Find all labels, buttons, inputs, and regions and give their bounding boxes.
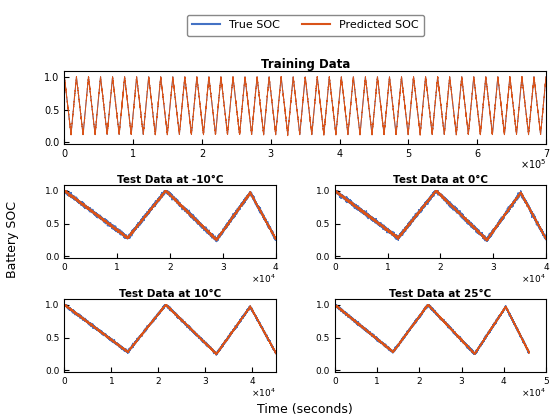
Text: $\times10^4$: $\times10^4$ [251, 272, 276, 285]
Title: Test Data at 25°C: Test Data at 25°C [389, 289, 492, 299]
Text: Battery SOC: Battery SOC [6, 201, 19, 278]
Title: Training Data: Training Data [260, 58, 350, 71]
Title: Test Data at 10°C: Test Data at 10°C [119, 289, 221, 299]
Text: $\times10^4$: $\times10^4$ [521, 386, 546, 399]
Title: Test Data at 0°C: Test Data at 0°C [393, 175, 488, 185]
Title: Test Data at -10°C: Test Data at -10°C [117, 175, 223, 185]
Text: $\times10^5$: $\times10^5$ [520, 157, 546, 171]
Text: Time (seconds): Time (seconds) [258, 403, 353, 416]
Text: $\times10^4$: $\times10^4$ [251, 386, 276, 399]
Legend: True SOC, Predicted SOC: True SOC, Predicted SOC [186, 15, 424, 36]
Text: $\times10^4$: $\times10^4$ [521, 272, 546, 285]
